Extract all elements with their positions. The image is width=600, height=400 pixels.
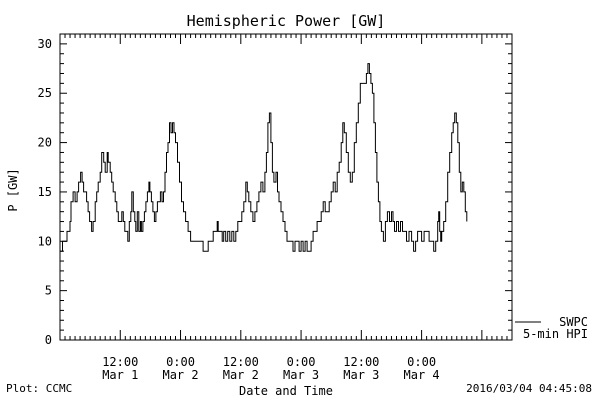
x-axis-label: Date and Time [239, 384, 333, 398]
y-axis-label: P [GW] [6, 168, 20, 211]
y-tick-label: 30 [38, 37, 52, 51]
y-tick-label: 5 [45, 284, 52, 298]
x-tick-time-label: 0:00 [287, 355, 316, 369]
y-tick-label: 20 [38, 136, 52, 150]
x-tick-time-label: 0:00 [407, 355, 436, 369]
y-tick-label: 10 [38, 234, 52, 248]
y-tick-label: 25 [38, 86, 52, 100]
x-tick-time-label: 12:00 [343, 355, 379, 369]
x-tick-time-label: 12:00 [223, 355, 259, 369]
plot-source-label: Plot: CCMC [6, 382, 73, 395]
plot-frame [59, 33, 513, 341]
x-tick-date-label: Mar 2 [162, 368, 198, 382]
x-tick-date-label: Mar 3 [343, 368, 379, 382]
x-tick-date-label: Mar 4 [404, 368, 440, 382]
x-tick-time-label: 12:00 [102, 355, 138, 369]
chart-title: Hemispheric Power [GW] [187, 12, 386, 30]
x-tick-date-label: Mar 1 [102, 368, 138, 382]
legend-label-line1: SWPC [559, 315, 588, 329]
x-tick-date-label: Mar 2 [223, 368, 259, 382]
legend-label-line2: 5-min HPI [523, 327, 588, 341]
series-line [60, 63, 468, 252]
y-tick-label: 15 [38, 185, 52, 199]
x-tick-time-label: 0:00 [166, 355, 195, 369]
y-tick-label: 0 [45, 333, 52, 347]
plot-timestamp: 2016/03/04 04:45:08 [466, 382, 592, 395]
x-tick-date-label: Mar 3 [283, 368, 319, 382]
y-axis: 0 5 10 15 20 25 30 [38, 37, 512, 347]
